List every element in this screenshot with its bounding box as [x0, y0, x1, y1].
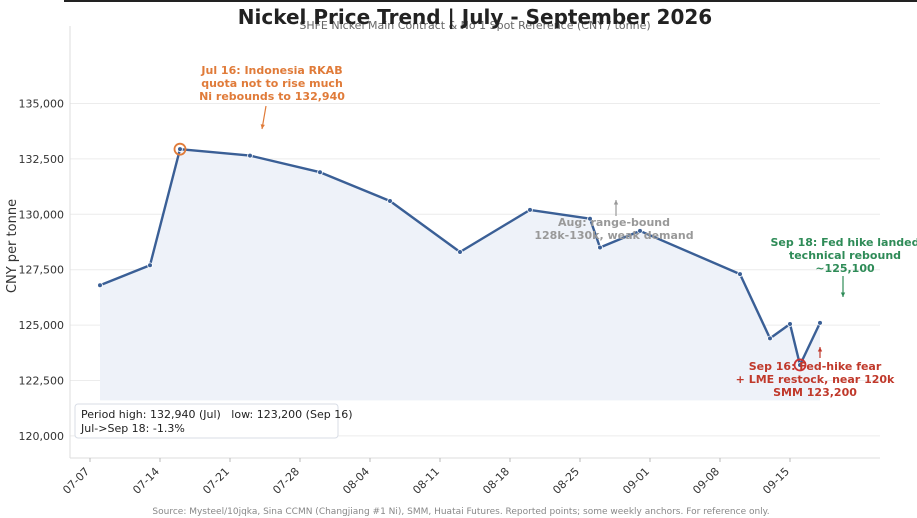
source-note: Source: Mysteel/10jqka, Sina CCMN (Chang… [152, 507, 769, 517]
annotation-arrowhead [817, 347, 823, 352]
data-point [637, 228, 643, 234]
annotation-text: 128k-130k, weak demand [534, 229, 693, 242]
x-tick-label: 08-11 [410, 465, 442, 497]
annotation-text: Ni rebounds to 132,940 [199, 90, 345, 103]
x-tick-label: 07-21 [200, 465, 232, 497]
data-point [247, 152, 253, 159]
top-border [64, 0, 917, 2]
data-point [587, 215, 593, 222]
data-point [737, 271, 743, 277]
stats-box: Period high: 132,940 (Jul) low: 123,200 … [74, 403, 353, 439]
data-point [177, 146, 183, 152]
x-tick-label: 08-04 [340, 465, 372, 497]
y-tick-label: 122,500 [19, 374, 65, 387]
annotation-text: Jul 16: Indonesia RKAB [200, 64, 342, 77]
annotation-arrowhead [260, 124, 265, 129]
price-series [99, 147, 822, 367]
data-point [387, 198, 393, 204]
y-tick-label: 130,000 [19, 208, 65, 221]
annotation-text: ~125,100 [815, 262, 875, 275]
price-line [99, 147, 822, 367]
annotation-text: technical rebound [789, 249, 901, 262]
data-point [767, 335, 773, 342]
x-tick-label: 07-07 [60, 465, 92, 497]
stats-line-2: Jul->Sep 18: -1.3% [80, 422, 185, 435]
data-point [457, 249, 463, 255]
y-tick-label: 132,500 [19, 153, 65, 166]
stats-box-frame [74, 403, 339, 439]
x-tick-label: 08-18 [480, 465, 512, 497]
y-tick-label: 125,000 [19, 319, 65, 332]
annotation-arrowhead [840, 292, 846, 297]
chart-subtitle: SHFE Nickel Main Contract & No 1 Spot Re… [299, 19, 650, 32]
data-point [317, 169, 323, 176]
stats-line-1: Period high: 132,940 (Jul) low: 123,200 … [81, 408, 353, 421]
data-point [597, 244, 603, 251]
y-tick-label: 135,000 [19, 98, 65, 111]
area-fill-path [100, 149, 820, 401]
annotation-arrowhead [613, 200, 619, 205]
y-axis-label: CNY per tonne [5, 199, 20, 293]
data-point [527, 207, 533, 213]
x-tick-label: 07-28 [270, 465, 302, 497]
x-tick-label: 07-14 [130, 465, 162, 497]
annotation-text: + LME restock, near 120k [736, 373, 895, 386]
annotation-text: quota not to rise much [201, 77, 343, 90]
data-point [97, 282, 103, 289]
high-marker [173, 142, 187, 156]
data-point [797, 362, 803, 368]
y-tick-label: 127,500 [19, 264, 65, 277]
data-point [147, 262, 153, 269]
area-fill [100, 149, 820, 401]
annotation-text: Sep 16: Fed-hike fear [749, 360, 882, 373]
x-tick-labels: 07-07 07-14 07-21 07-28 08-04 08-11 08-18 08-25… [60, 458, 792, 497]
y-tick-label: 120,000 [19, 430, 65, 443]
x-tick-label: 08-25 [550, 465, 582, 497]
data-point [787, 321, 793, 327]
chart-title: Nickel Price Trend | July - September 20… [238, 5, 712, 29]
annotation-sep16: Sep 16: Fed-hike fear+ LME restock, near… [736, 347, 895, 399]
annotation-text: SMM 123,200 [773, 386, 857, 399]
x-tick-label: 09-15 [760, 465, 792, 497]
x-tick-label: 09-08 [690, 465, 722, 497]
y-tick-labels: 120,000 122,500 125,000 127,500 130,000 132,5… [19, 98, 65, 443]
x-tick-label: 09-01 [620, 465, 652, 497]
annotation-text: Aug: range-bound [558, 216, 670, 229]
data-point [817, 320, 823, 326]
low-marker [793, 358, 807, 372]
annotation-text: Sep 18: Fed hike landed [771, 236, 917, 249]
axes [69, 26, 880, 459]
data-points [97, 142, 823, 372]
